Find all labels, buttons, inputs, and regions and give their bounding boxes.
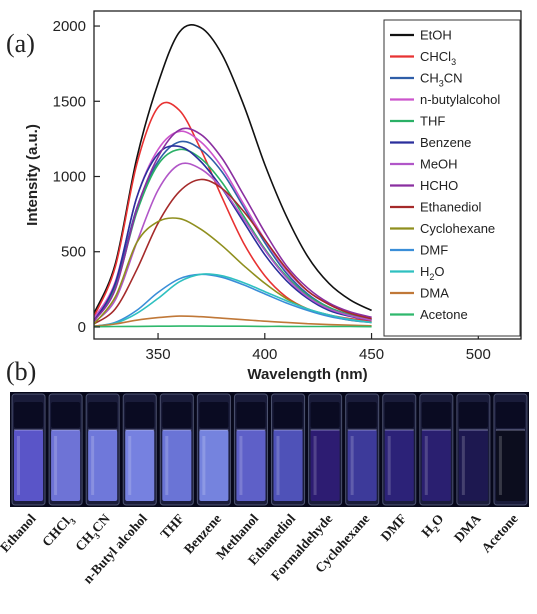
series-line-7 — [94, 162, 372, 323]
series-line-11 — [94, 273, 372, 327]
series-line-6 — [94, 145, 372, 322]
vial — [271, 393, 306, 506]
vial — [456, 393, 491, 506]
vial-label: DMF — [378, 511, 410, 544]
series-line-8 — [94, 127, 372, 322]
vial — [48, 393, 83, 506]
legend-label: HCHO — [420, 178, 458, 193]
vial — [233, 393, 269, 506]
legend-label: Ethanediol — [420, 200, 482, 215]
legend-label: DMF — [420, 243, 448, 258]
series-line-12 — [94, 273, 372, 327]
series-line-13 — [94, 315, 372, 327]
vial-label: DMA — [451, 511, 484, 545]
vial — [419, 393, 454, 506]
vial — [11, 393, 46, 506]
y-tick-label: 2000 — [53, 18, 86, 35]
legend-label: CHCl3 — [420, 49, 456, 67]
y-tick-label: 1500 — [53, 93, 86, 110]
vial-label: THF — [157, 511, 187, 542]
y-tick-label: 0 — [78, 319, 86, 336]
panel-label-a: (a) — [6, 29, 35, 58]
legend-label: Cyclohexane — [420, 221, 495, 236]
x-tick-label: 500 — [466, 346, 491, 363]
y-tick-label: 1000 — [53, 169, 86, 186]
legend-label: DMA — [420, 286, 449, 301]
legend-label: THF — [420, 114, 445, 129]
vial-label: H2O — [418, 511, 448, 542]
legend-label: EtOH — [420, 28, 452, 43]
vial-label: Acetone — [478, 511, 520, 556]
vial — [122, 393, 157, 506]
x-tick-label: 350 — [146, 346, 171, 363]
legend-label: CH3CN — [420, 71, 463, 89]
legend-label: n-butylalcohol — [420, 92, 500, 107]
plot-frame — [93, 10, 522, 340]
vial — [493, 393, 528, 506]
vial — [308, 393, 343, 506]
vial — [196, 393, 231, 506]
vial — [159, 393, 194, 506]
legend-label: H2O — [420, 264, 445, 282]
panel-label-b: (b) — [6, 357, 36, 386]
legend-label: Acetone — [420, 307, 468, 322]
series-line-4 — [94, 130, 372, 319]
vial-label: Ethanol — [0, 511, 39, 555]
vial — [382, 393, 417, 506]
y-axis-title: Intensity (a.u.) — [24, 124, 41, 226]
series-line-14 — [94, 325, 372, 328]
series-group — [94, 24, 372, 328]
legend-label: MeOH — [420, 157, 458, 172]
x-tick-label: 450 — [359, 346, 384, 363]
chart-legend: EtOH CHCl3 CH3CN n-butylalcohol THF Benzene Me… — [383, 19, 521, 337]
emission-chart: 350 400 450 500 0 500 1000 1500 2000 Wavelength (… — [24, 10, 522, 383]
series-line-9 — [94, 178, 372, 325]
x-tick-label: 400 — [252, 346, 277, 363]
y-tick-label: 500 — [61, 244, 86, 261]
series-line-1 — [94, 24, 372, 314]
x-axis-title: Wavelength (nm) — [247, 366, 367, 383]
legend-box — [383, 19, 521, 337]
legend-label: Benzene — [420, 135, 471, 150]
vial — [85, 393, 120, 506]
vial-photo — [10, 392, 529, 507]
vial — [345, 393, 380, 506]
